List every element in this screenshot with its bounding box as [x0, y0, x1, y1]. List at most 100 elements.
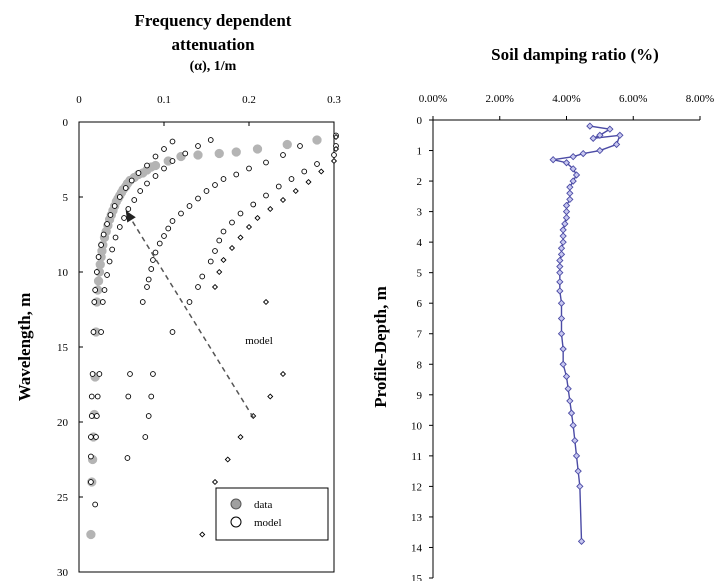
- damping-point: [556, 287, 564, 295]
- damping-point: [556, 256, 564, 265]
- model-point: [267, 393, 274, 400]
- right-y-tick-label: 10: [411, 420, 423, 432]
- damping-point: [571, 436, 579, 445]
- data-point: [193, 150, 203, 160]
- model-point: [142, 434, 149, 440]
- damping-point: [569, 177, 577, 185]
- model-point: [305, 178, 312, 186]
- left-y-tick-label: 25: [57, 492, 69, 504]
- model-point: [88, 393, 95, 400]
- right-y-tick-label: 6: [417, 298, 423, 310]
- model-point: [91, 299, 98, 305]
- damping-point: [567, 409, 576, 417]
- model-point: [122, 185, 129, 191]
- damping-point: [576, 482, 584, 491]
- left-title-line-2: attenuation: [171, 35, 255, 54]
- model-point: [254, 214, 261, 222]
- model-point: [169, 158, 176, 164]
- model-point: [137, 188, 144, 194]
- damping-point: [549, 156, 557, 164]
- model-point: [128, 177, 135, 184]
- model-point: [161, 165, 167, 172]
- damping-point: [596, 131, 604, 139]
- annotation-model-label: model: [245, 335, 273, 347]
- model-point: [186, 299, 193, 305]
- damping-point: [559, 232, 567, 240]
- model-point: [116, 224, 123, 230]
- model-point: [212, 182, 218, 188]
- data-point: [252, 144, 263, 154]
- damping-point: [556, 278, 564, 286]
- damping-point: [562, 207, 571, 216]
- model-point: [195, 284, 201, 290]
- model-point: [111, 203, 118, 209]
- model-point: [144, 180, 150, 187]
- damping-point: [562, 214, 571, 222]
- model-point: [88, 453, 94, 460]
- model-point: [246, 165, 252, 172]
- damping-point: [562, 159, 571, 167]
- right-y-tick-label: 8: [417, 359, 423, 371]
- model-point: [131, 197, 138, 203]
- right-y-tick-label: 11: [411, 451, 422, 463]
- model-point: [144, 284, 150, 290]
- right-x-tick-label: 2.00%: [486, 93, 514, 105]
- right-y-tick-label: 1: [417, 146, 423, 158]
- model-point: [135, 170, 142, 176]
- model-point: [116, 194, 123, 200]
- left-x-tick-label: 0.1: [157, 94, 171, 106]
- legend-marker-model: [230, 516, 242, 528]
- model-point: [267, 205, 274, 213]
- model-point: [150, 257, 156, 263]
- model-point: [127, 371, 133, 377]
- damping-point: [566, 189, 574, 197]
- legend-box: [215, 487, 329, 541]
- model-point: [156, 240, 163, 247]
- model-point: [275, 183, 282, 190]
- model-point: [104, 272, 110, 278]
- model-point: [92, 287, 99, 293]
- model-point: [207, 258, 214, 265]
- left-y-tick-label: 5: [63, 192, 69, 204]
- left-x-ticks: 0 0.1 0.2 0.3: [76, 94, 341, 126]
- left-x-tick-label: 0: [76, 94, 82, 106]
- model-point: [330, 157, 338, 165]
- model-point: [288, 176, 295, 182]
- damping-point: [596, 146, 604, 155]
- model-point: [220, 256, 227, 264]
- damping-point: [566, 183, 574, 191]
- model-point: [228, 244, 236, 252]
- model-point: [301, 168, 308, 175]
- damping-point: [562, 201, 571, 210]
- model-point: [332, 145, 340, 153]
- damping-point: [564, 385, 572, 393]
- model-point: [262, 298, 270, 306]
- model-point: [98, 242, 104, 248]
- damping-point: [616, 131, 624, 139]
- model-point: [161, 233, 167, 239]
- model-point: [101, 287, 108, 293]
- model-point: [212, 248, 218, 254]
- damping-point: [579, 149, 587, 158]
- left-y-tick-label: 30: [57, 567, 69, 579]
- right-x-tick-label: 8.00%: [686, 93, 714, 105]
- damping-point: [557, 314, 566, 323]
- model-point: [145, 413, 152, 419]
- right-x-tick-label: 6.00%: [619, 93, 647, 105]
- damping-point: [572, 452, 581, 460]
- right-y-tick-label: 12: [411, 481, 422, 493]
- model-point: [331, 152, 337, 158]
- model-point: [104, 221, 110, 227]
- model-point: [93, 269, 100, 275]
- left-chart: Frequency dependent attenuation (α), 1/m…: [15, 11, 341, 579]
- model-point: [89, 371, 96, 377]
- model-point: [292, 187, 299, 195]
- left-y-tick-label: 20: [57, 417, 69, 429]
- model-point: [318, 168, 325, 175]
- model-point: [139, 299, 146, 305]
- model-point: [195, 195, 201, 202]
- model-point: [88, 434, 94, 440]
- model-point: [211, 283, 219, 291]
